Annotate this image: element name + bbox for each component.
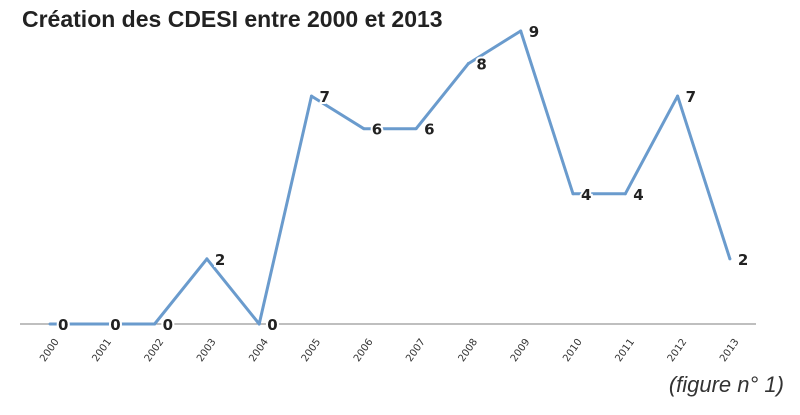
data-label: 9 [529, 23, 539, 41]
data-point [676, 94, 680, 98]
figure-caption: (figure n° 1) [668, 372, 784, 397]
data-label-halo: 0 [267, 316, 277, 334]
x-tick-label: 2010 [561, 337, 585, 364]
data-label: 0 [163, 316, 173, 334]
x-tick-label: 2008 [457, 337, 481, 364]
x-tick-label: 2001 [90, 337, 114, 364]
x-tick-label: 2004 [247, 337, 271, 364]
data-point [519, 29, 523, 33]
data-label-halo: 9 [529, 23, 539, 41]
data-label: 7 [320, 88, 330, 106]
data-point [623, 192, 627, 196]
data-point [100, 322, 104, 326]
data-point [310, 94, 313, 98]
x-tick-label: 2009 [509, 337, 533, 364]
data-label-halo: 8 [476, 56, 486, 74]
data-label: 6 [424, 121, 434, 139]
x-tick-label: 2006 [352, 337, 376, 364]
data-label: 0 [58, 316, 68, 334]
x-tick-label: 2007 [404, 337, 428, 364]
data-label: 4 [633, 186, 643, 204]
data-point [153, 322, 157, 326]
series-group [48, 29, 732, 326]
x-tick-labels-group: 2000 2001 2002 2003 2004 2005 2006 2007 2008 2009… [38, 337, 742, 364]
data-label-halo: 4 [581, 186, 591, 204]
data-point [414, 127, 418, 131]
x-tick-label: 2003 [195, 337, 219, 364]
data-label: 8 [476, 56, 486, 74]
data-label: 4 [581, 186, 591, 204]
x-tick-label: 2005 [300, 337, 324, 364]
data-label-halo: 7 [686, 88, 696, 106]
data-label-halo: 4 [633, 186, 643, 204]
x-tick-label: 2013 [718, 337, 742, 364]
data-point [466, 62, 470, 66]
series-line [50, 29, 732, 326]
data-label-halo: 6 [424, 121, 434, 139]
data-point [257, 322, 261, 326]
data-label: 2 [215, 251, 225, 269]
x-tick-label: 2000 [38, 337, 62, 364]
chart-title: Création des CDESI entre 2000 et 2013 [22, 6, 443, 32]
data-label-halo: 0 [110, 316, 120, 334]
data-label-halo: 6 [372, 121, 382, 139]
data-label: 0 [110, 316, 120, 334]
data-label-halo: 0 [163, 316, 173, 334]
x-tick-label: 2011 [613, 337, 637, 364]
x-tick-label: 2002 [143, 337, 167, 364]
x-tick-label: 2012 [666, 337, 690, 364]
data-label-halo: 2 [215, 251, 225, 269]
data-point [362, 127, 366, 131]
data-label: 7 [686, 88, 696, 106]
data-label-halo: 2 [738, 251, 748, 269]
data-point [571, 192, 575, 196]
data-label: 6 [372, 121, 382, 139]
data-label-halo: 0 [58, 316, 68, 334]
data-label: 2 [738, 251, 748, 269]
data-point [205, 257, 209, 261]
data-label: 0 [267, 316, 277, 334]
data-label-halo: 7 [320, 88, 330, 106]
data-point [48, 322, 52, 326]
data-point [728, 257, 732, 261]
